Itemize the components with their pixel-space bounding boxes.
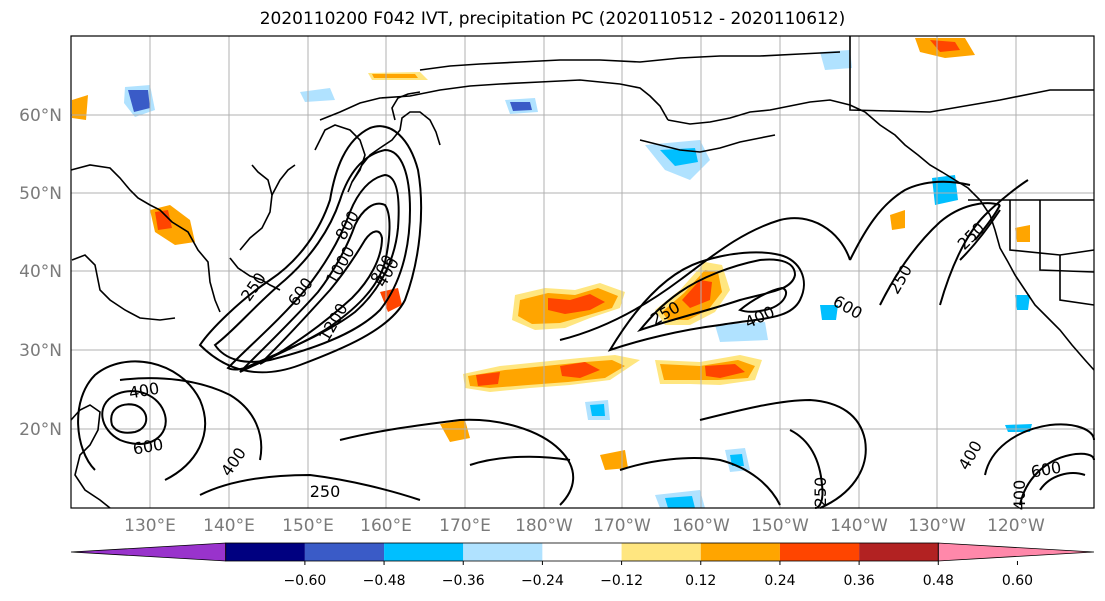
- coastlines: [70, 36, 1095, 509]
- contour-label: 250: [310, 482, 341, 501]
- ivt-contours: [77, 125, 1095, 509]
- colorbar: −0.60 −0.48 −0.36 −0.24 −0.12 0.12 0.24 0.36 0.4…: [70, 542, 1095, 589]
- lat-tick-label: 40°N: [19, 262, 62, 282]
- latitude-labels: 60°N 50°N 40°N 30°N 20°N: [19, 106, 62, 440]
- colorbar-tick-label: −0.12: [600, 573, 643, 589]
- lon-tick-label: 170°E: [439, 516, 491, 536]
- colorbar-tick-label: −0.48: [363, 573, 406, 589]
- lon-tick-label: 140°E: [203, 516, 255, 536]
- colorbar-segment: [621, 543, 701, 561]
- lon-tick-label: 150°E: [282, 516, 334, 536]
- lon-tick-label: 170°W: [593, 516, 651, 536]
- colorbar-segment: [304, 543, 385, 561]
- colorbar-outline: [225, 542, 939, 562]
- lon-tick-label: 150°W: [751, 516, 809, 536]
- lon-tick-label: 140°W: [830, 516, 888, 536]
- lat-tick-label: 20°N: [19, 420, 62, 440]
- lon-tick-label: 160°W: [672, 516, 730, 536]
- colorbar-segment: [859, 543, 939, 561]
- lon-tick-label: 120°W: [987, 516, 1045, 536]
- map-background: [71, 36, 1094, 508]
- contour-label: 400: [1010, 480, 1029, 511]
- colorbar-segment: [542, 543, 622, 561]
- colorbar-tick-label: 0.12: [685, 573, 716, 589]
- colorbar-tick-label: 0.60: [1002, 573, 1033, 589]
- colorbar-segment: [463, 543, 543, 561]
- colorbar-tick-label: −0.60: [283, 573, 326, 589]
- colorbar-segment: [384, 543, 464, 561]
- map-frame: [70, 35, 1095, 509]
- colorbar-segment: [779, 543, 860, 561]
- colorbar-tick-label: −0.36: [442, 573, 485, 589]
- longitude-labels: 130°E 140°E 150°E 160°E 170°E 180°W 170°W 160°W…: [124, 516, 1045, 536]
- colorbar-extend-min: [70, 542, 227, 562]
- lon-tick-label: 180°W: [515, 516, 573, 536]
- lat-tick-label: 50°N: [19, 184, 62, 204]
- colorbar-segment: [700, 543, 780, 561]
- colorbar-tick-label: 0.36: [844, 573, 875, 589]
- lon-tick-label: 160°E: [360, 516, 412, 536]
- colorbar-tick-label: −0.24: [521, 573, 564, 589]
- colorbar-tick-label: 0.48: [923, 573, 954, 589]
- colorbar-extend-max: [937, 542, 1095, 562]
- contour-label: 250: [811, 477, 830, 508]
- lat-tick-label: 60°N: [19, 106, 62, 126]
- lon-tick-label: 130°E: [124, 516, 176, 536]
- precipitation-shading: [72, 38, 1032, 508]
- map-title: 2020110200 F042 IVT, precipitation PC (2…: [259, 9, 846, 29]
- colorbar-tick-label: 0.24: [764, 573, 795, 589]
- lon-tick-label: 130°W: [908, 516, 966, 536]
- colorbar-segment: [225, 543, 305, 561]
- lat-tick-label: 30°N: [19, 341, 62, 361]
